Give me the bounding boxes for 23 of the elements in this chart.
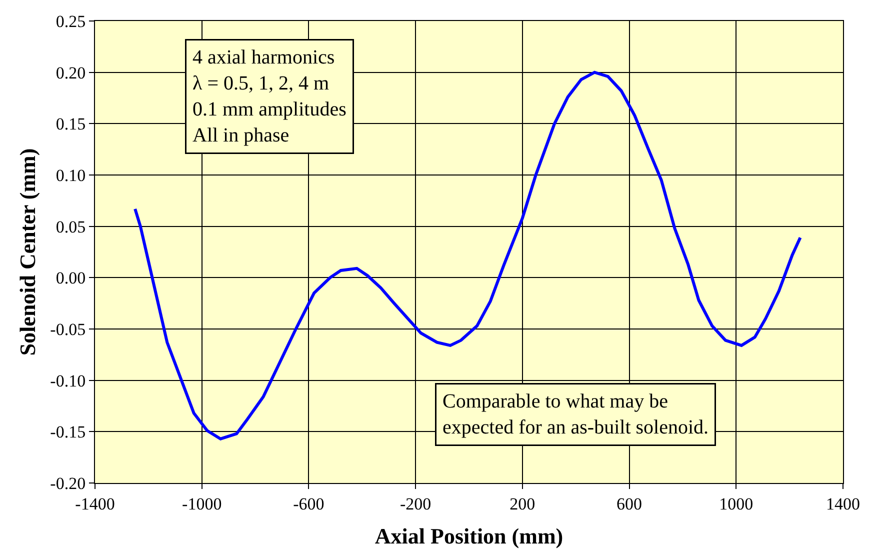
y-tick-label: -0.20 (50, 474, 86, 493)
y-tick-label: -0.15 (50, 422, 86, 442)
x-tick-label: 600 (616, 494, 642, 514)
x-tick-label: -1000 (182, 494, 222, 514)
annotation: Comparable to what may be expected for an as-built solenoid. (442, 390, 709, 438)
x-tick-label: 1000 (719, 494, 754, 514)
y-tick-label: 0.20 (56, 63, 86, 82)
x-tick-label: 200 (510, 494, 536, 514)
annotation: 4 axial harmonics λ = 0.5, 1, 2, 4 m 0.1 mm amplitudes All in phase (192, 46, 347, 146)
x-tick-label: -1400 (75, 494, 115, 514)
y-tick-label: 0.15 (56, 114, 86, 134)
y-axis-title: Solenoid Center (mm) (14, 148, 40, 356)
x-tick-label: -200 (400, 494, 432, 514)
y-tick-label: 0.10 (56, 166, 86, 185)
x-tick-label: 1400 (826, 494, 860, 514)
y-tick-label: 0.25 (56, 12, 86, 31)
y-tick-label: 0.00 (56, 268, 86, 288)
x-axis-title: Axial Position (mm) (374, 523, 564, 548)
y-tick-label: -0.10 (50, 371, 86, 390)
y-tick-label: -0.05 (50, 320, 86, 339)
x-tick-label: -600 (293, 494, 324, 514)
line-series (134, 70, 802, 440)
y-tick-label: 0.05 (56, 217, 86, 236)
